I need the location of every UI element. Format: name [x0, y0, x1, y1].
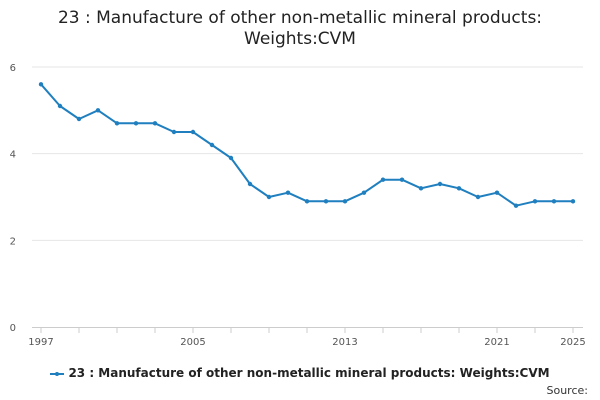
data-point[interactable]: [171, 129, 177, 135]
data-point[interactable]: [57, 103, 63, 109]
data-point[interactable]: [342, 199, 348, 204]
legend-label: 23 : Manufacture of other non-metallic m…: [68, 366, 550, 380]
x-tick-label: 1997: [28, 337, 53, 348]
y-tick-label: 4: [10, 150, 16, 161]
data-point[interactable]: [152, 121, 158, 126]
y-tick-label: 0: [10, 323, 16, 334]
y-tick-label: 2: [10, 236, 16, 247]
legend[interactable]: 23 : Manufacture of other non-metallic m…: [0, 366, 600, 380]
data-point[interactable]: [304, 199, 310, 204]
y-tick-label: 6: [10, 63, 16, 74]
data-point[interactable]: [133, 121, 139, 126]
data-point[interactable]: [228, 155, 234, 161]
data-point[interactable]: [361, 190, 367, 195]
data-point[interactable]: [95, 108, 101, 113]
x-tick-label: 2005: [180, 337, 205, 348]
source-label: Source:: [546, 384, 589, 397]
data-point[interactable]: [456, 186, 462, 191]
x-tick-label: 2025: [560, 337, 585, 348]
y-axis-tick-labels: 0 2 4 6: [10, 63, 16, 334]
x-axis: [32, 327, 583, 333]
chart-title: 23 : Manufacture of other non-metallic m…: [0, 8, 600, 50]
series-layer: [38, 82, 576, 208]
data-point[interactable]: [190, 129, 196, 135]
data-point[interactable]: [266, 194, 272, 200]
data-point[interactable]: [513, 203, 519, 208]
data-point[interactable]: [551, 199, 557, 204]
data-point[interactable]: [380, 177, 386, 182]
chart-title-line-2: Weights:CVM: [244, 29, 356, 49]
data-point[interactable]: [114, 121, 120, 126]
legend-series-marker: [50, 369, 65, 379]
data-point[interactable]: [323, 199, 329, 204]
chart-title-line-1: 23 : Manufacture of other non-metallic m…: [57, 8, 543, 28]
data-point[interactable]: [76, 116, 82, 122]
data-point[interactable]: [209, 142, 215, 148]
x-tick-label: 2021: [484, 337, 509, 348]
data-point[interactable]: [475, 194, 481, 200]
data-point[interactable]: [437, 181, 443, 187]
data-point[interactable]: [494, 190, 500, 195]
data-point[interactable]: [399, 177, 405, 182]
series-line: [40, 83, 573, 207]
data-point[interactable]: [247, 181, 253, 187]
data-point[interactable]: [570, 199, 576, 204]
x-axis-tick-labels: 1997 2005 2013 2021 2025: [28, 337, 585, 348]
data-point[interactable]: [532, 199, 538, 204]
data-point[interactable]: [418, 186, 424, 191]
x-tick-label: 2013: [332, 337, 357, 348]
gridlines: [32, 66, 583, 241]
data-point[interactable]: [38, 82, 44, 87]
data-point[interactable]: [285, 190, 291, 195]
